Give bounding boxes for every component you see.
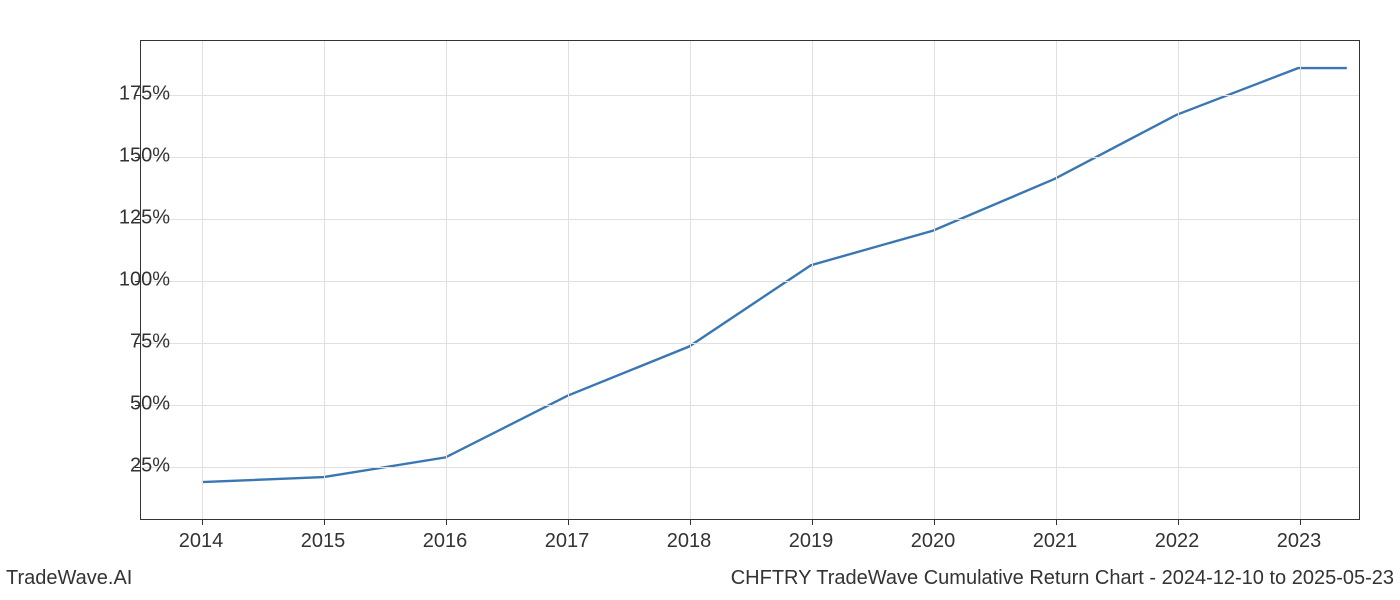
x-tick-label: 2015 (301, 530, 346, 553)
x-tick-label: 2017 (545, 530, 590, 553)
y-tick-label: 125% (90, 207, 170, 230)
x-tick-label: 2016 (423, 530, 468, 553)
grid-line-vertical (202, 41, 203, 519)
x-tick-mark (568, 519, 569, 525)
grid-line-vertical (934, 41, 935, 519)
x-tick-mark (324, 519, 325, 525)
grid-line-vertical (690, 41, 691, 519)
grid-line-horizontal (141, 157, 1359, 158)
grid-line-vertical (568, 41, 569, 519)
x-tick-label: 2014 (179, 530, 224, 553)
grid-line-horizontal (141, 281, 1359, 282)
chart-container (140, 40, 1360, 520)
y-tick-label: 100% (90, 269, 170, 292)
x-tick-mark (446, 519, 447, 525)
x-tick-label: 2019 (789, 530, 834, 553)
grid-line-horizontal (141, 467, 1359, 468)
x-tick-mark (690, 519, 691, 525)
x-tick-mark (1178, 519, 1179, 525)
grid-line-vertical (1300, 41, 1301, 519)
grid-line-vertical (446, 41, 447, 519)
plot-area (140, 40, 1360, 520)
grid-line-vertical (1178, 41, 1179, 519)
grid-line-vertical (324, 41, 325, 519)
grid-line-vertical (1056, 41, 1057, 519)
y-tick-label: 75% (90, 330, 170, 353)
grid-line-horizontal (141, 343, 1359, 344)
grid-line-horizontal (141, 95, 1359, 96)
grid-line-vertical (812, 41, 813, 519)
footer-right-label: CHFTRY TradeWave Cumulative Return Chart… (731, 567, 1394, 590)
x-tick-label: 2022 (1155, 530, 1200, 553)
x-tick-mark (202, 519, 203, 525)
x-tick-label: 2023 (1277, 530, 1322, 553)
data-line (202, 68, 1347, 482)
y-tick-label: 150% (90, 145, 170, 168)
y-tick-label: 175% (90, 83, 170, 106)
x-tick-mark (812, 519, 813, 525)
grid-line-horizontal (141, 219, 1359, 220)
x-tick-mark (1300, 519, 1301, 525)
x-tick-label: 2018 (667, 530, 712, 553)
y-tick-label: 50% (90, 392, 170, 415)
x-tick-label: 2020 (911, 530, 956, 553)
x-tick-mark (1056, 519, 1057, 525)
y-tick-label: 25% (90, 454, 170, 477)
grid-line-horizontal (141, 405, 1359, 406)
footer-left-label: TradeWave.AI (6, 567, 132, 590)
x-tick-mark (934, 519, 935, 525)
x-tick-label: 2021 (1033, 530, 1078, 553)
